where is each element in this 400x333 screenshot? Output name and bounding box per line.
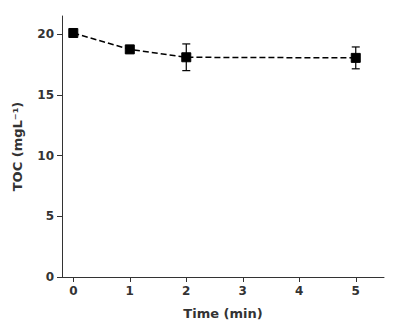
svg-text:1: 1 — [126, 284, 134, 298]
svg-text:2: 2 — [182, 284, 190, 298]
svg-text:5: 5 — [46, 209, 54, 223]
svg-text:5: 5 — [352, 284, 360, 298]
svg-text:0: 0 — [69, 284, 77, 298]
svg-text:20: 20 — [37, 27, 54, 41]
svg-text:4: 4 — [295, 284, 303, 298]
svg-text:TOC (mgL⁻¹): TOC (mgL⁻¹) — [10, 102, 25, 192]
svg-text:15: 15 — [37, 88, 54, 102]
svg-text:3: 3 — [239, 284, 247, 298]
svg-text:10: 10 — [37, 149, 54, 163]
svg-text:0: 0 — [46, 270, 54, 284]
svg-text:Time (min): Time (min) — [183, 306, 262, 321]
